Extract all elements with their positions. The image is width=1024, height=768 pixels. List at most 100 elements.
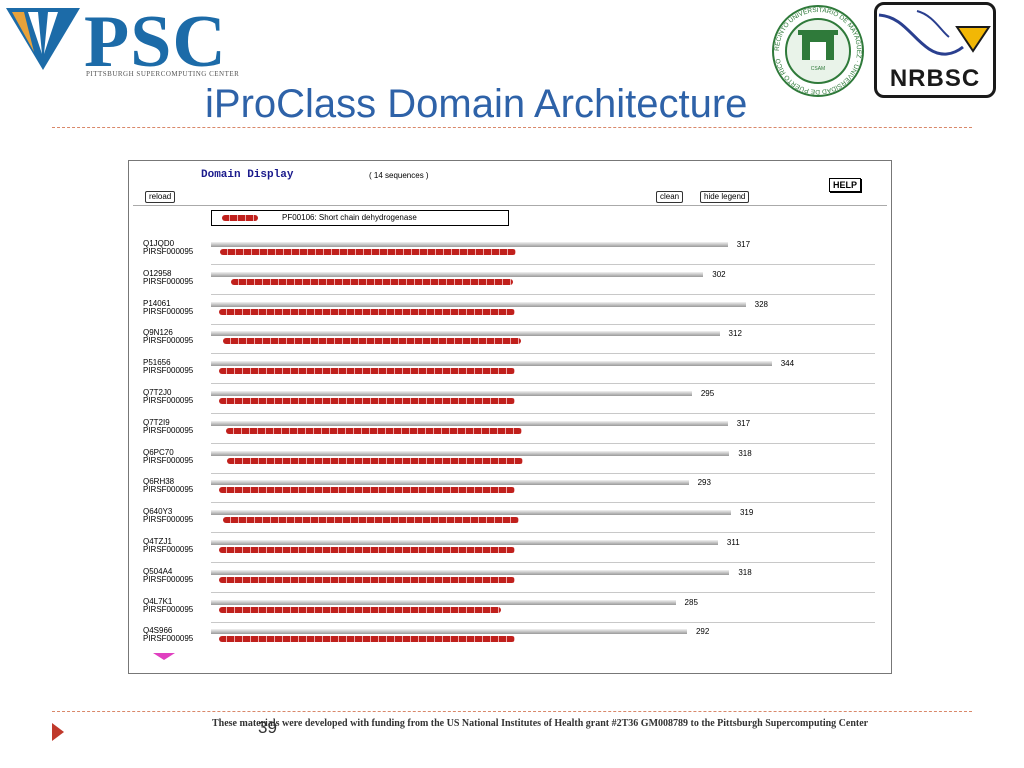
sequence-length-bar [211,391,692,396]
slide-title: iProClass Domain Architecture [205,82,748,126]
sequence-accession[interactable]: Q4L7K1 [143,596,173,606]
domain-segment[interactable] [219,636,515,643]
sequence-accession[interactable]: Q4TZJ1 [143,537,172,546]
sequence-length-bar [211,540,718,545]
sequence-accession[interactable]: Q1JQD0 [143,239,175,248]
sequence-family[interactable]: PIRSF000095 [143,545,194,554]
sequence-family[interactable]: PIRSF000095 [143,306,194,316]
clean-button[interactable]: clean [656,191,684,203]
sequence-accession[interactable]: Q7T2J0 [143,388,172,397]
row-separator [211,472,875,474]
sequence-family[interactable]: PIRSF000095 [143,515,194,525]
sequence-accession[interactable]: P51656 [143,358,171,368]
domain-segment[interactable] [227,457,523,464]
domain-segment[interactable] [231,278,513,285]
sequence-length-bar [211,242,728,247]
domain-segment[interactable] [219,398,515,404]
row-separator [211,353,875,355]
sequence-family[interactable]: PIRSF000095 [143,396,194,405]
domain-segment[interactable] [219,576,515,583]
domain-segment[interactable] [223,517,519,524]
sequence-family[interactable]: PIRSF000095 [143,425,194,435]
sequence-row: Q4TZJ1 PIRSF000095 311 [129,537,891,567]
row-separator [211,413,875,414]
legend-box: PF00106: Short chain dehydrogenase [211,210,509,226]
row-separator [211,383,875,385]
sequence-row: Q1JQD0 PIRSF000095 317 [129,239,891,269]
sequence-accession[interactable]: Q7T2I9 [143,417,170,427]
sequence-count: ( 14 sequences ) [369,171,429,180]
sequence-length-bar [211,569,730,575]
domain-segment[interactable] [220,249,516,255]
hide-legend-button[interactable]: hide legend [700,191,750,203]
sequence-family[interactable]: PIRSF000095 [143,574,194,584]
footer-bullet-icon [52,723,64,741]
sequence-accession[interactable]: Q504A4 [143,566,173,576]
scroll-down-arrow-icon[interactable] [153,653,175,660]
sequence-length-bar [211,599,676,605]
sequence-family[interactable]: PIRSF000095 [143,634,194,644]
sequence-length-label: 317 [736,418,751,428]
sequence-row: P14061 PIRSF000095 328 [129,299,891,329]
domain-segment[interactable] [226,427,522,434]
sequence-accession[interactable]: O12958 [143,268,172,278]
sequence-family[interactable]: PIRSF000095 [143,604,194,614]
domain-segment[interactable] [219,547,515,553]
help-button[interactable]: HELP [829,178,862,192]
nrbsc-logo-text: NRBSC [889,65,981,92]
sequence-length-bar [211,361,772,367]
sequence-length-label: 317 [736,240,751,249]
footer-funding-text: These materials were developed with fund… [212,718,869,729]
domain-segment[interactable] [223,338,521,345]
sequence-accession[interactable]: Q6PC70 [143,447,174,457]
row-separator [211,591,875,593]
psc-logo: PSC PITTSBURGH SUPERCOMPUTING CENTER [4,2,239,82]
sequence-row: Q7T2J0 PIRSF000095 295 [129,388,891,418]
sequence-length-label: 311 [726,538,740,547]
row-separator [211,502,875,504]
row-separator [211,293,875,295]
domain-segment[interactable] [219,487,515,494]
sequence-length-label: 302 [712,269,726,279]
psc-logo-subtitle: PITTSBURGH SUPERCOMPUTING CENTER [86,70,240,78]
sequence-family[interactable]: PIRSF000095 [143,366,194,376]
sequence-row: Q7T2I9 PIRSF000095 317 [129,418,891,448]
domain-segment[interactable] [219,368,515,375]
sequence-accession[interactable]: P14061 [143,298,171,308]
sequence-family[interactable]: PIRSF000095 [143,276,194,286]
sequence-length-bar [211,331,720,337]
row-separator [211,264,875,265]
sequence-length-label: 312 [728,329,742,339]
sequence-length-label: 285 [684,597,698,607]
sequence-row: Q504A4 PIRSF000095 318 [129,567,891,597]
nrbsc-logo: NRBSC [874,2,996,98]
sequence-length-label: 328 [754,299,768,309]
sequence-family[interactable]: PIRSF000095 [143,247,194,256]
sequence-family[interactable]: PIRSF000095 [143,455,194,465]
sequence-family[interactable]: PIRSF000095 [143,336,194,346]
sequence-row: Q9N126 PIRSF000095 312 [129,328,891,358]
reload-button[interactable]: reload [145,191,176,203]
psc-logo-mark-icon [6,8,80,70]
sequence-family[interactable]: PIRSF000095 [143,485,194,495]
svg-text:RECINTO UNIVERSITARIO DE MAYAG: RECINTO UNIVERSITARIO DE MAYAGÜEZ · UNIV… [774,7,863,95]
legend-label: PF00106: Short chain dehydrogenase [282,213,417,222]
domain-segment[interactable] [219,606,501,613]
sequence-accession[interactable]: Q640Y3 [143,507,173,517]
sequence-accession[interactable]: Q6RH38 [143,477,175,487]
sequence-length-label: 292 [695,627,710,637]
sequence-row: Q4L7K1 PIRSF000095 285 [129,597,891,627]
toolbar-divider [133,205,887,206]
seal-center-text: CSAM [811,66,825,72]
sequence-length-bar [211,301,746,307]
sequence-length-bar [211,480,689,486]
row-separator [211,323,875,325]
bottom-divider [52,711,972,712]
domain-segment[interactable] [219,308,515,315]
sequence-accession[interactable]: Q9N126 [143,328,173,338]
seal-emblem-icon [772,5,864,97]
sequence-length-label: 319 [739,508,754,518]
sequence-accession[interactable]: Q4S966 [143,626,173,636]
seal-text: RECINTO UNIVERSITARIO DE MAYAGÜEZ · UNIV… [774,7,863,95]
row-separator [211,621,875,623]
